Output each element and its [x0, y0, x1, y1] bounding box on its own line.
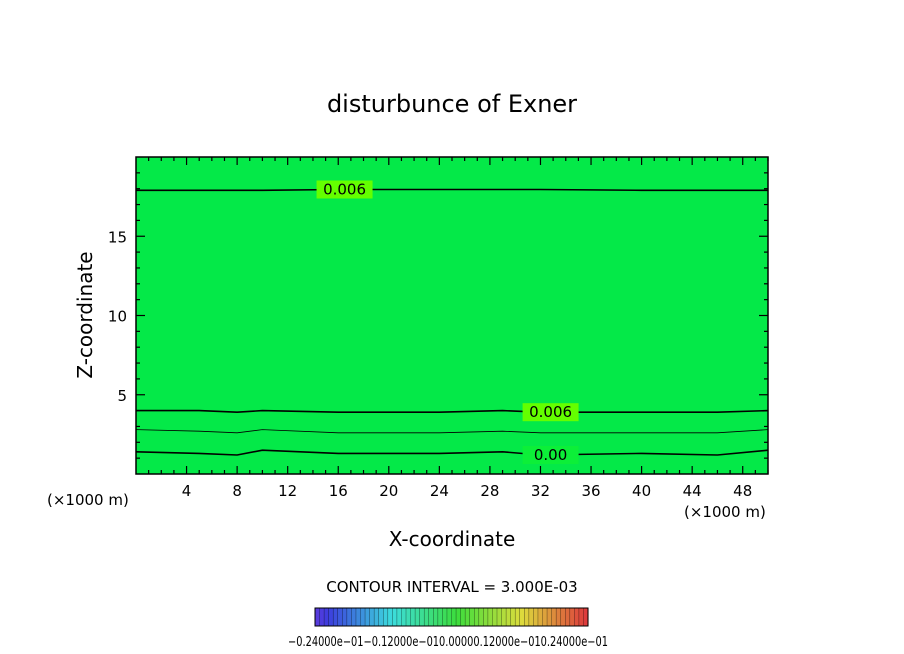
- contour-lines: 0.006 0.00 0.006: [136, 180, 768, 464]
- colorbar-swatch: [487, 607, 493, 627]
- colorbar-swatch: [351, 607, 357, 627]
- colorbar-swatch: [546, 607, 553, 627]
- colorbar-swatch: [319, 607, 325, 627]
- colorbar-swatch: [442, 607, 448, 627]
- colorbar-swatch: [392, 607, 398, 627]
- contour-label: 0.00: [534, 446, 567, 464]
- colorbar-swatch: [314, 607, 321, 627]
- colorbar-swatch: [419, 607, 425, 627]
- x-tick-label: 36: [581, 482, 600, 500]
- colorbar-swatch: [474, 607, 480, 627]
- y-tick-label: 15: [108, 228, 127, 246]
- colorbar-swatch: [369, 607, 375, 627]
- colorbar-swatch: [446, 607, 453, 627]
- colorbar-swatch: [410, 607, 416, 627]
- colorbar-swatch: [423, 607, 430, 627]
- colorbar-swatch: [555, 607, 562, 627]
- colorbar-swatch: [514, 607, 521, 627]
- y-tick-label: 5: [117, 387, 127, 405]
- colorbar-swatch: [460, 607, 466, 627]
- colorbar-swatch: [528, 607, 534, 627]
- colorbar-swatch: [433, 607, 439, 627]
- colorbar-swatch: [524, 607, 530, 627]
- x-tick-label: 44: [683, 482, 702, 500]
- x-tick-label: 20: [379, 482, 398, 500]
- y-axis-label: Z-coordinate: [73, 251, 97, 378]
- contour-label: 0.006: [323, 180, 366, 198]
- colorbar-swatch: [496, 607, 503, 627]
- colorbar-swatch: [401, 607, 407, 627]
- colorbar-swatch: [501, 607, 507, 627]
- colorbar-swatch: [492, 607, 498, 627]
- colorbar-swatch: [428, 607, 434, 627]
- colorbar-swatch: [378, 607, 384, 627]
- colorbar-swatch: [478, 607, 484, 627]
- colorbar-swatch: [578, 607, 585, 627]
- contour-interval-text: CONTOUR INTERVAL = 3.000E-03: [326, 578, 577, 596]
- colorbar-swatch: [387, 607, 393, 627]
- colorbar-swatch: [505, 607, 512, 627]
- x-axis-label: X-coordinate: [389, 527, 516, 551]
- colorbar-swatch: [414, 607, 421, 627]
- x-tick-label: 8: [232, 482, 242, 500]
- contour-label: 0.006: [529, 403, 572, 421]
- colorbar-swatch: [437, 607, 443, 627]
- colorbar-swatch: [483, 607, 489, 627]
- colorbar-swatch: [542, 607, 548, 627]
- colorbar-swatch: [565, 607, 571, 627]
- colorbar-swatch: [323, 607, 330, 627]
- colorbar-swatch: [537, 607, 544, 627]
- colorbar-swatch: [560, 607, 566, 627]
- colorbar-swatch: [455, 607, 462, 627]
- x-tick-label: 40: [632, 482, 651, 500]
- colorbar-swatch: [519, 607, 525, 627]
- colorbar-swatch: [373, 607, 380, 627]
- x-tick-label: 32: [531, 482, 550, 500]
- colorbar-swatch: [469, 607, 475, 627]
- x-unit-label-right: (×1000 m): [684, 503, 766, 521]
- contour-line: [136, 188, 768, 192]
- colorbar-swatch: [332, 607, 339, 627]
- colorbar: [314, 607, 589, 627]
- contour-label-bg: [522, 403, 579, 422]
- y-tick-label: 10: [108, 308, 127, 326]
- contour-line: [136, 449, 768, 456]
- colorbar-swatch: [346, 607, 352, 627]
- colorbar-swatch: [464, 607, 471, 627]
- x-tick-label: 16: [329, 482, 348, 500]
- colorbar-swatch: [328, 607, 334, 627]
- x-tick-label: 4: [182, 482, 192, 500]
- colorbar-swatch: [551, 607, 557, 627]
- colorbar-labels: −0.24000e−01−0.12000e−010.00000.12000e−0…: [288, 635, 608, 650]
- x-unit-label-left: (×1000 m): [47, 491, 129, 509]
- contour-line: [136, 429, 768, 434]
- x-tick-label: 48: [733, 482, 752, 500]
- colorbar-swatch: [574, 607, 580, 627]
- x-tick-label: 12: [278, 482, 297, 500]
- colorbar-swatch: [451, 607, 457, 627]
- colorbar-swatch: [383, 607, 389, 627]
- colorbar-frame: [314, 607, 589, 627]
- colorbar-swatch: [405, 607, 412, 627]
- colorbar-swatch: [342, 607, 348, 627]
- colorbar-swatch: [364, 607, 371, 627]
- contour-label-bg: [522, 445, 579, 464]
- colorbar-swatch: [396, 607, 402, 627]
- colorbar-swatch: [533, 607, 539, 627]
- colorbar-swatch: [569, 607, 575, 627]
- colorbar-swatch: [360, 607, 366, 627]
- x-tick-label: 28: [480, 482, 499, 500]
- colorbar-swatch: [510, 607, 516, 627]
- colorbar-swatch: [337, 607, 343, 627]
- contour-label-bg: [316, 180, 373, 199]
- contour-line: [136, 409, 768, 414]
- field-colormap: [136, 157, 768, 474]
- chart-title: disturbunce of Exner: [327, 90, 577, 118]
- x-tick-label: 24: [430, 482, 449, 500]
- colorbar-swatch: [355, 607, 362, 627]
